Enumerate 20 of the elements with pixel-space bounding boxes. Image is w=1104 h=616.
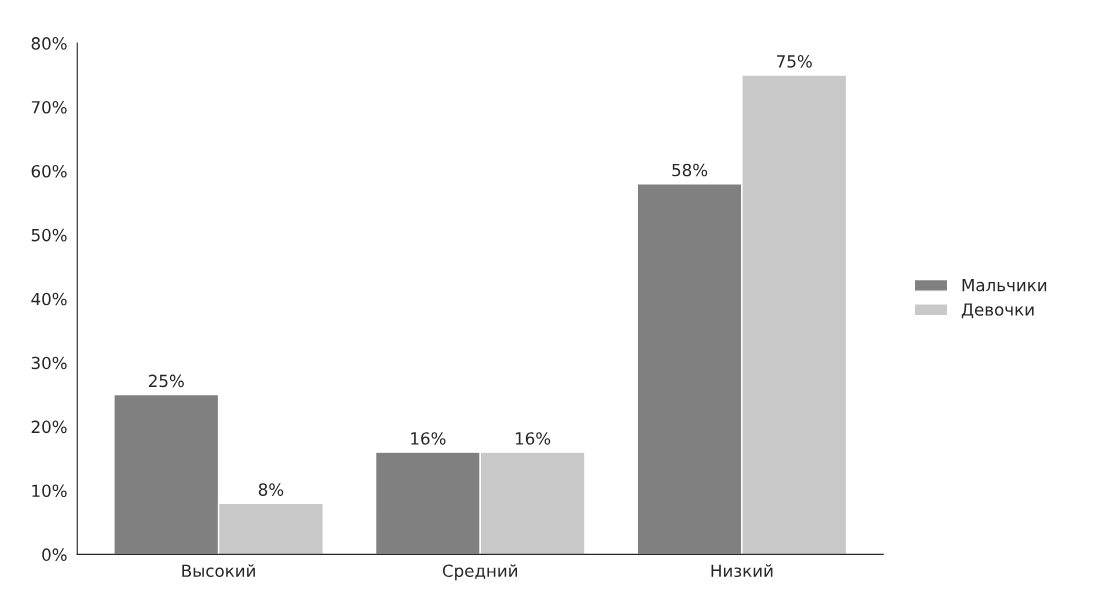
y-tick-label: 40% [31, 292, 67, 306]
x-tick-label: Высокий [182, 564, 255, 578]
y-tick-label: 80% [31, 37, 67, 50]
data-label: 75% [777, 55, 812, 68]
y-tick-label: 0% [42, 548, 67, 561]
data-label: 8% [258, 483, 284, 496]
y-tick-label: 30% [31, 356, 67, 370]
y-tick-label: 20% [31, 420, 67, 434]
x-tick-label: Средний [442, 564, 517, 581]
y-tick-label: 10% [32, 484, 67, 498]
y-tick-label: 70% [31, 100, 67, 114]
data-label: 16% [411, 432, 446, 445]
x-tick-label: Низкий [711, 564, 773, 578]
legend-label: Девочки [961, 303, 1034, 319]
data-label: 25% [148, 374, 184, 388]
data-label: 58% [672, 163, 708, 177]
data-label: 16% [515, 432, 551, 445]
legend-label: Мальчики [962, 278, 1047, 292]
y-tick-label: 60% [31, 164, 67, 178]
y-tick-label: 50% [31, 228, 67, 242]
